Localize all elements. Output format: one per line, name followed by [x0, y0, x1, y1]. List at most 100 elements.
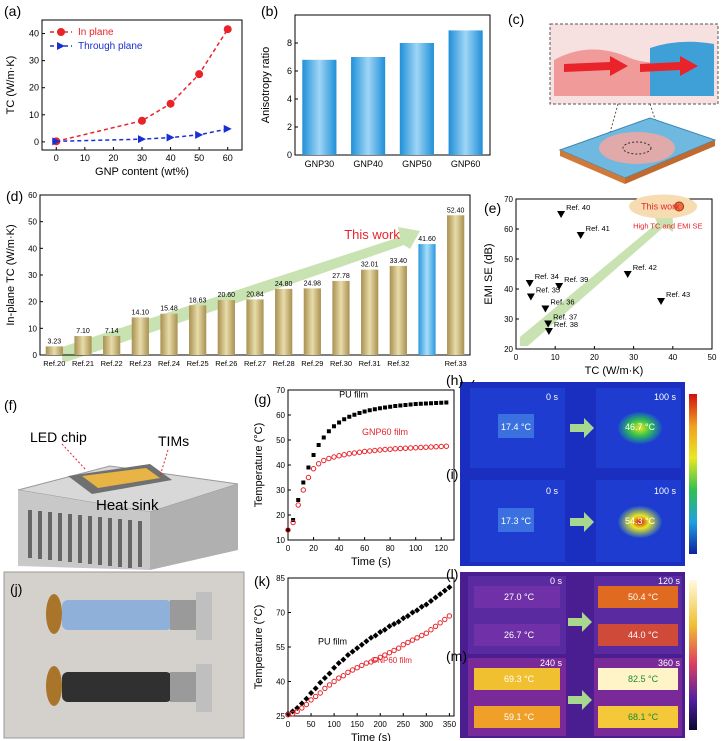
this-work-highlight [629, 194, 698, 219]
y-tick-label: 20 [504, 345, 513, 354]
thermal-i-0: 17.3 °C 0 s [470, 480, 565, 562]
data-point [294, 708, 300, 715]
data-point [388, 404, 393, 409]
point-label: Ref. 40 [566, 203, 590, 212]
data-label: 41.60 [418, 236, 436, 243]
x-tick-label: Ref.20 [43, 359, 65, 368]
y-tick-label: 0 [33, 351, 38, 360]
x-axis-label: GNP content (wt%) [95, 166, 189, 178]
data-point [382, 446, 388, 453]
panel-lm-thermal: 27.0 °C 26.7 °C 0 s 50.4 °C 44.0 °C 120 … [460, 572, 697, 738]
data-point [407, 445, 414, 451]
bar [332, 280, 350, 355]
panel-a-chart: (a) 0 10 20 30 40 50 60 0 10 20 30 40 GNP content (w… [4, 3, 243, 178]
data-label: 3.23 [48, 338, 62, 345]
data-point [418, 401, 423, 406]
time-arrow-icon [568, 612, 592, 632]
y-tick-label: 85 [276, 574, 285, 583]
bar-this-work [418, 244, 436, 355]
x-tick-label: 0 [514, 353, 519, 362]
panel-j-photo: (j) [3, 571, 245, 739]
data-point [395, 645, 402, 651]
data-point [557, 211, 566, 218]
panel-h-label-visible: (h) [446, 372, 464, 388]
data-point [442, 616, 448, 623]
data-point [301, 480, 306, 485]
bar [217, 300, 235, 355]
svg-text:0 s: 0 s [550, 576, 563, 586]
y-tick-label: 20 [29, 83, 39, 93]
data-point [306, 465, 311, 470]
data-point [368, 634, 374, 641]
data-point [312, 685, 319, 692]
y-tick-label: 40 [276, 461, 285, 470]
x-tick-label: 40 [335, 544, 344, 553]
data-point [526, 293, 535, 301]
data-point [308, 697, 314, 703]
thermal-m-1: 82.5 °C 68.1 °C 360 s [594, 658, 682, 736]
point-label: Ref. 35 [536, 286, 560, 295]
x-tick-label: Ref.26 [215, 359, 237, 368]
data-point [303, 695, 310, 702]
data-point [326, 670, 333, 677]
note-label: High TC and EMI SE [633, 222, 702, 231]
data-point [367, 448, 373, 454]
y-tick-label: 10 [28, 324, 37, 333]
panel-j-label: (j) [10, 581, 22, 597]
time-arrow-icon [570, 418, 594, 438]
panel-f-schematic: (f) LED chip TIMs Heat sink [4, 397, 239, 570]
x-tick-label: 0 [54, 153, 59, 163]
data-label: 32.01 [361, 262, 379, 269]
svg-text:100 s: 100 s [654, 392, 677, 402]
data-point [395, 618, 402, 625]
data-label: 20.84 [246, 291, 264, 298]
x-tick-label: 300 [420, 720, 434, 729]
data-point [310, 466, 317, 472]
x-tick-label: 0 [286, 544, 291, 553]
x-tick-label: 50 [194, 153, 204, 163]
data-point [381, 626, 388, 633]
x-tick-label: 80 [386, 544, 395, 553]
y-tick-label: 20 [276, 511, 285, 520]
data-point [423, 401, 428, 406]
data-point [166, 99, 175, 108]
data-point [446, 613, 453, 619]
data-point [409, 637, 416, 643]
panel-h-label: (h) [460, 380, 476, 383]
y-tick-label: 60 [504, 225, 513, 234]
data-point [412, 445, 419, 451]
plot-frame [294, 14, 491, 156]
series-label-pu: PU film [339, 390, 368, 400]
bar [448, 30, 483, 155]
data-point [437, 591, 444, 598]
data-point [657, 298, 666, 305]
data-point [402, 445, 409, 451]
data-point [391, 647, 397, 654]
y-tick-label: 2 [287, 122, 292, 132]
point-label: Ref. 38 [554, 320, 578, 329]
series-label-gnp60: GNP60 film [362, 427, 408, 437]
bar [45, 346, 63, 355]
y-axis-label: Temperature (°C) [253, 605, 265, 689]
svg-text:82.5 °C: 82.5 °C [628, 674, 659, 684]
data-point [438, 443, 444, 450]
y-tick-label: 30 [29, 56, 39, 66]
data-point [336, 675, 342, 681]
data-point [409, 609, 416, 616]
panel-i-label: (i) [446, 466, 459, 482]
data-point [349, 667, 356, 673]
data-point [285, 710, 291, 717]
data-point [223, 124, 232, 133]
panel-d-chart: (d) 0 10 20 30 40 50 60 3.23 Ref.20 7.10 Ref.21 7.1… [5, 188, 471, 368]
data-point [377, 406, 382, 411]
data-point [358, 641, 365, 648]
y-axis-label: Anisotropy ratio [260, 47, 272, 123]
x-tick-label: 350 [443, 720, 457, 729]
data-label: 52.40 [447, 207, 465, 214]
data-point [441, 587, 448, 594]
x-tick-label: Ref.29 [301, 359, 323, 368]
data-point [331, 678, 337, 685]
data-point [331, 454, 337, 460]
x-tick-label: Ref.31 [359, 359, 381, 368]
color-scale-bar [689, 580, 697, 730]
